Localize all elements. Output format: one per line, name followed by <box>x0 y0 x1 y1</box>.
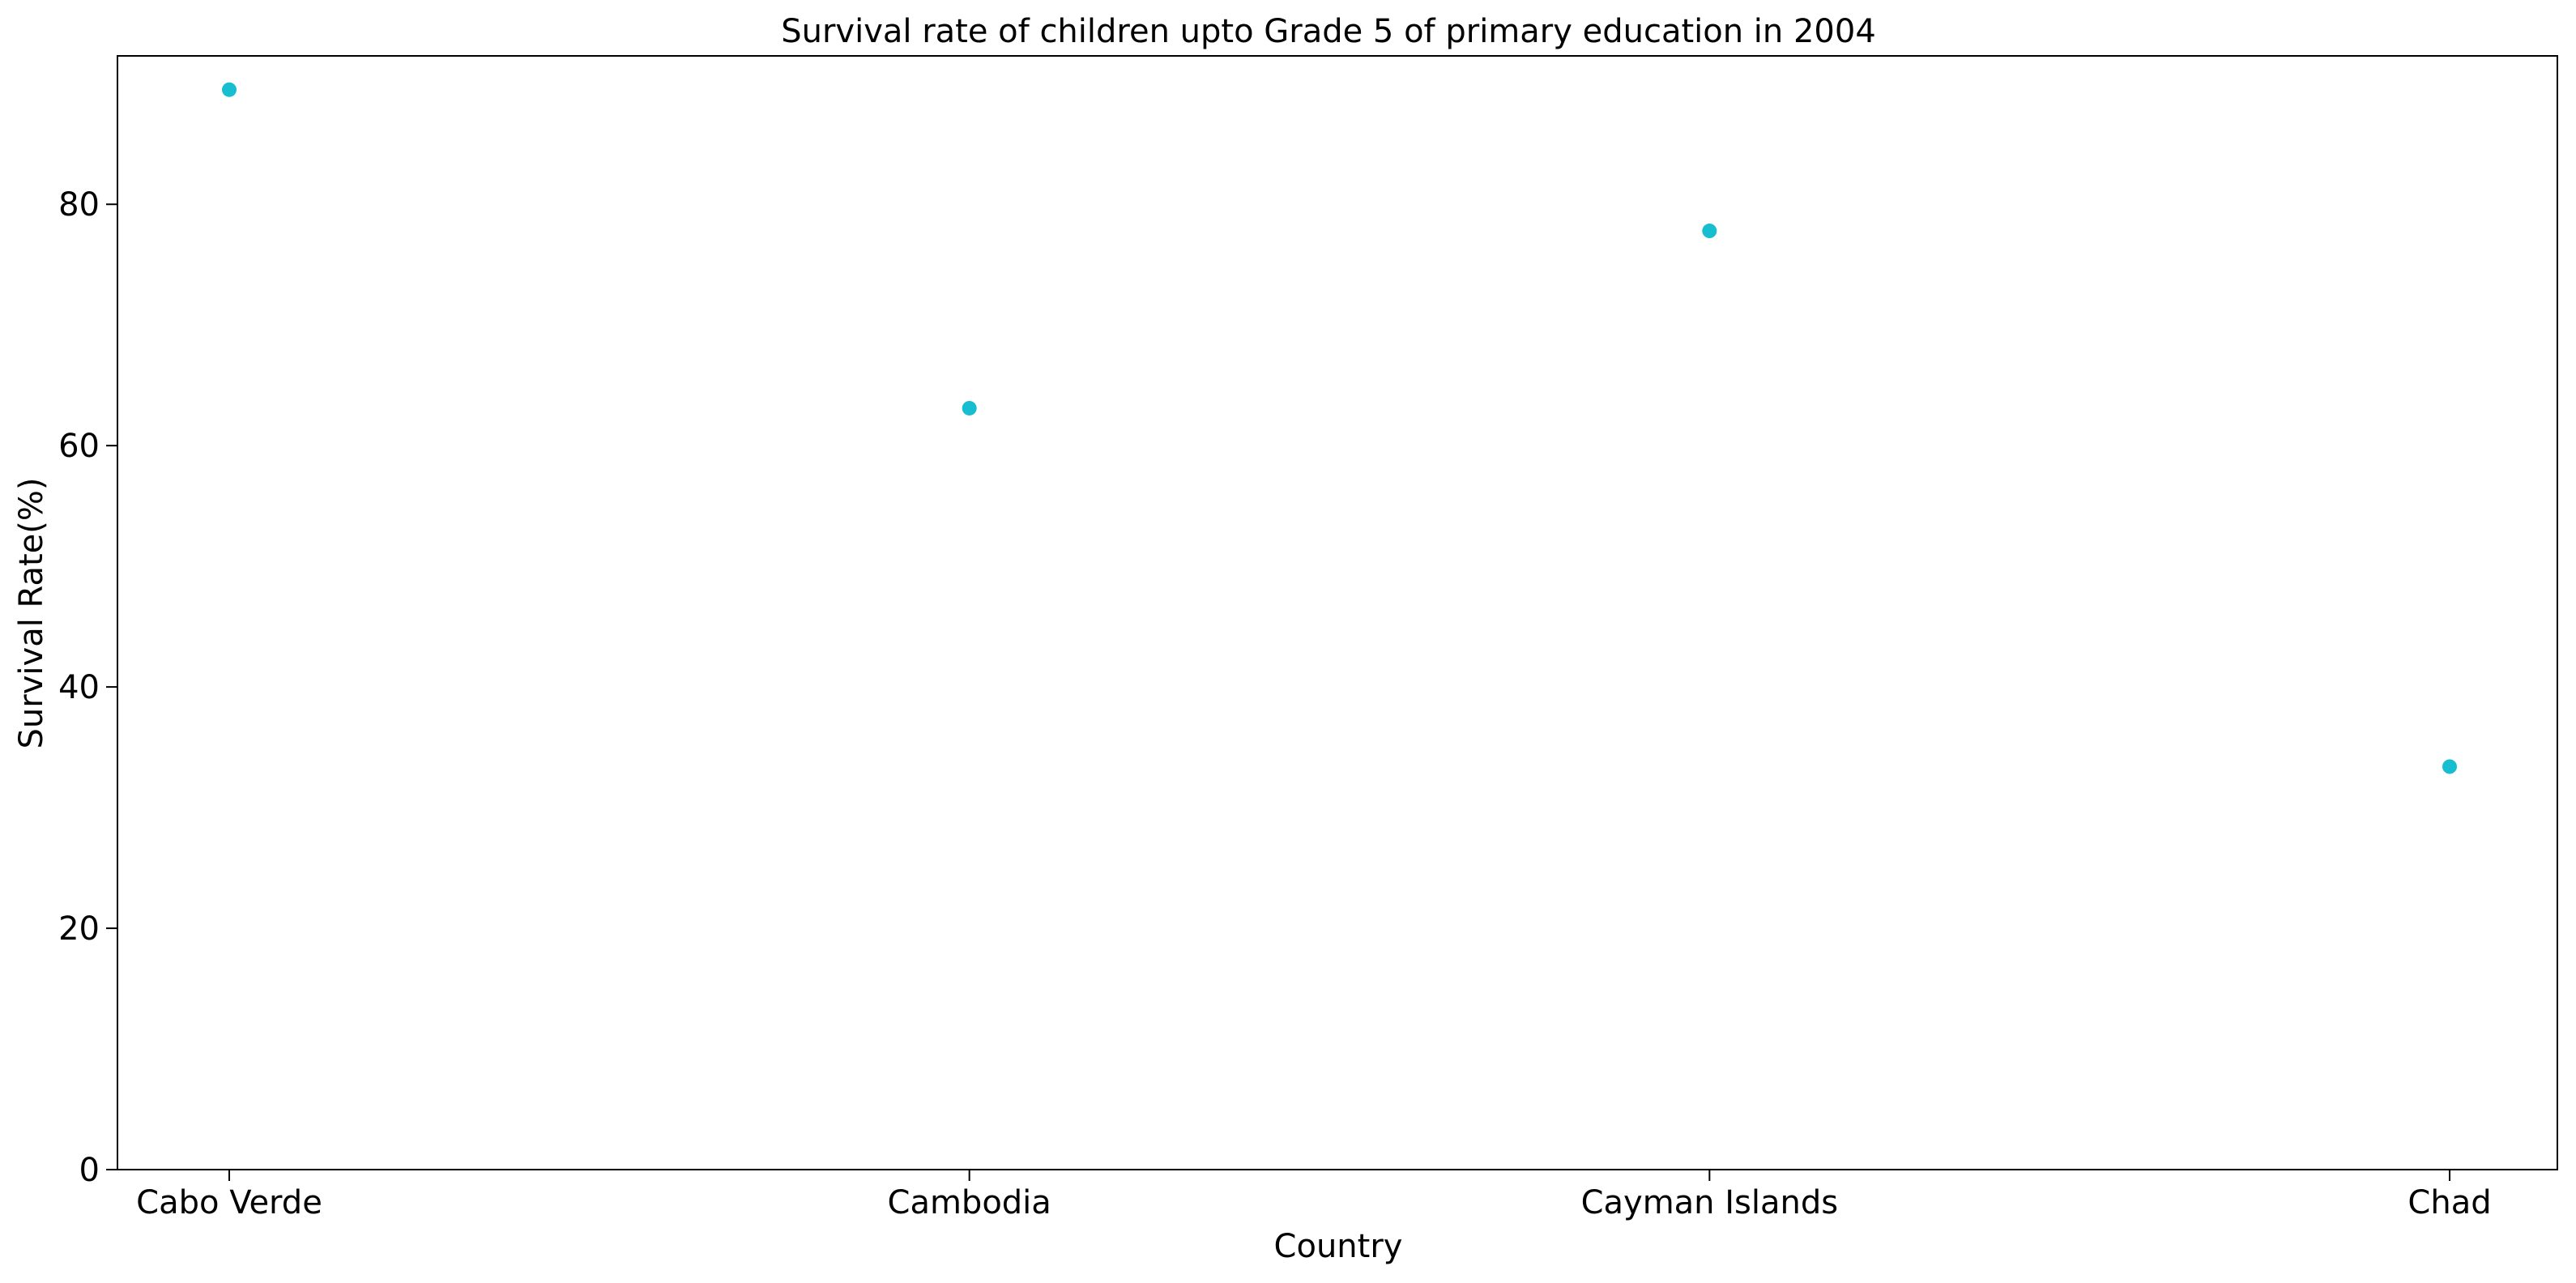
y-tick-label: 20 <box>58 910 100 948</box>
plot-area: 0 20 40 60 80 Cabo Verde Cambodia Cayman Island… <box>58 82 2492 1221</box>
data-point <box>222 82 237 97</box>
data-point <box>2442 759 2457 774</box>
data-point <box>962 400 977 416</box>
y-tick-label: 0 <box>79 1152 100 1189</box>
chart-title: Survival rate of children upto Grade 5 o… <box>781 13 1876 50</box>
x-tick-label: Cayman Islands <box>1581 1184 1839 1221</box>
y-tick-label: 80 <box>58 186 100 224</box>
x-tick-label: Cabo Verde <box>136 1184 322 1221</box>
data-point <box>1702 224 1717 239</box>
x-tick-label: Cambodia <box>888 1184 1051 1221</box>
y-tick-label: 60 <box>58 428 100 465</box>
plot-frame <box>117 55 2558 1170</box>
y-tick-label: 40 <box>58 669 100 706</box>
x-tick-label: Chad <box>2408 1184 2491 1221</box>
x-axis-label: Country <box>1274 1228 1403 1265</box>
y-axis-label: Survival Rate(%) <box>13 478 50 749</box>
